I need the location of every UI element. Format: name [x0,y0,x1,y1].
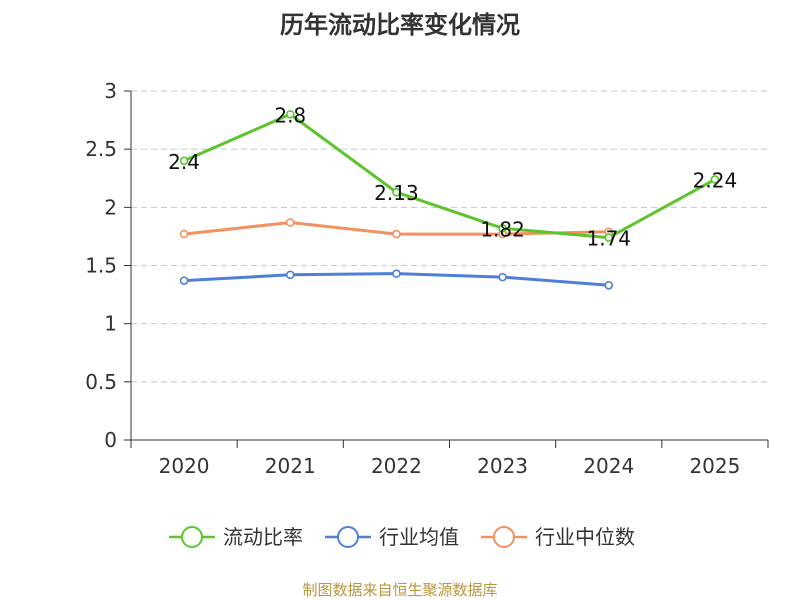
data-point [392,229,401,239]
x-tick-label: 2025 [689,454,740,478]
data-point [392,187,401,197]
data-point [604,233,614,242]
data-point [285,109,295,119]
series-line-0 [183,112,716,240]
y-tick-label: 2 [104,195,117,219]
data-label: 1.82 [480,217,525,241]
data-point [179,156,189,166]
y-tick-label: 1 [104,312,117,336]
data-point [179,229,189,239]
data-label: 2.13 [374,181,419,205]
x-tick-label: 2022 [371,454,422,478]
x-tick-label: 2021 [265,454,316,478]
legend-marker [493,526,515,548]
legend-label: 流动比率 [223,525,303,549]
data-label: 2.4 [168,150,200,174]
data-labels: 2.4 2.8 2.13 1.82 1.74 2.24 [168,103,737,250]
data-point [392,269,401,278]
legend[interactable]: 流动比率 行业均值 行业中位数 [169,525,635,549]
series-lines [179,109,720,290]
x-tick-label: 2024 [583,454,634,478]
legend-label: 行业中位数 [535,525,635,549]
chart-title: 历年流动比率变化情况 [280,11,520,39]
y-tick-label: 2.5 [85,137,117,161]
data-label: 2.24 [693,168,738,192]
x-tick-label: 2023 [477,454,528,478]
grid-lines [131,90,768,383]
x-tick-label: 2020 [159,454,210,478]
data-point [498,223,507,233]
data-label: 1.74 [586,227,631,251]
legend-item[interactable]: 行业均值 [325,525,459,549]
source-note: 制图数据来自恒生聚源数据库 [302,581,497,599]
data-point [604,280,614,290]
data-point [498,272,507,282]
data-point [285,218,295,227]
axes: 0 0.5 1 1.5 2 2.5 3 2020 2021 2022 2023 2024 2025 [85,79,769,478]
legend-item[interactable]: 行业中位数 [481,525,635,549]
legend-item[interactable]: 流动比率 [169,525,303,549]
y-tick-label: 1.5 [85,254,117,278]
legend-marker [337,526,359,548]
y-tick-label: 0.5 [85,370,117,394]
y-tick-label: 3 [104,79,117,103]
data-point [179,276,189,285]
data-label: 2.8 [274,103,306,127]
data-point [285,270,295,280]
data-point [710,175,720,184]
legend-label: 行业均值 [379,525,459,549]
legend-marker [181,526,203,548]
y-tick-label: 0 [104,428,117,452]
